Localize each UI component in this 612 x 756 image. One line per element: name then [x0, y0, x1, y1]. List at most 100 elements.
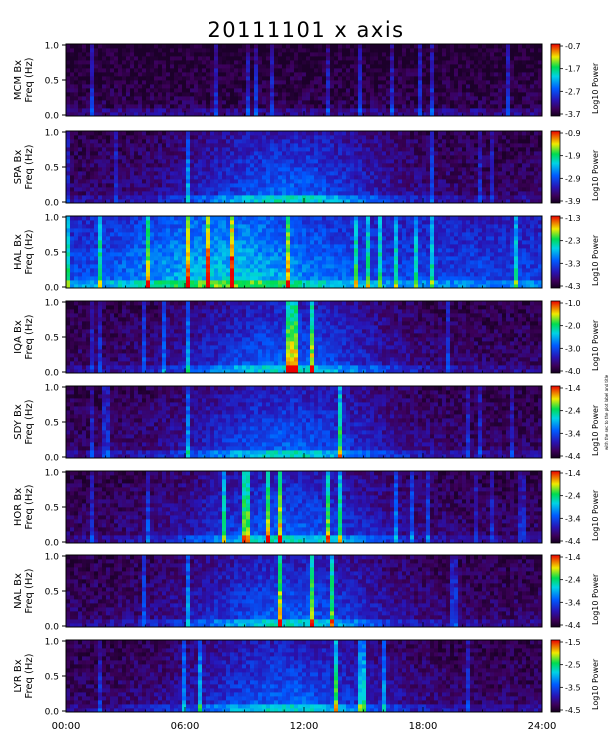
spectrogram-cell — [398, 88, 403, 93]
spectrogram-cell — [442, 139, 447, 144]
spectrogram-cell — [166, 96, 171, 101]
spectrogram-cell — [526, 112, 531, 117]
spectrogram-cell — [134, 104, 139, 109]
spectrogram-cell — [66, 260, 71, 265]
spectrogram-cell — [122, 240, 127, 245]
spectrogram-cell — [382, 44, 387, 49]
spectrogram-cell — [402, 56, 407, 61]
spectrogram-cell — [206, 112, 211, 117]
spectrogram-cell — [310, 72, 315, 77]
spectrogram-cell — [306, 151, 311, 156]
spectrogram-cell — [194, 175, 199, 180]
spectrogram-cell — [138, 224, 143, 229]
spectrogram-cell — [330, 191, 335, 196]
spectrogram-cell — [294, 155, 299, 160]
spectrogram-cell — [86, 256, 91, 261]
spectrogram-cell — [130, 151, 135, 156]
spectrogram-cell — [82, 151, 87, 156]
spectrogram-cell — [266, 151, 271, 156]
spectrogram-cell — [174, 112, 179, 117]
spectrogram-cell — [494, 143, 499, 148]
spectrogram-cell — [458, 64, 463, 69]
spectrogram-cell — [98, 72, 103, 77]
spectrogram-cell — [122, 155, 127, 160]
spectrogram-cell — [330, 68, 335, 73]
spectrogram-cell — [194, 84, 199, 89]
spectrogram-cell — [290, 52, 295, 57]
spectrogram-cell — [342, 48, 347, 53]
spectrogram-cell — [178, 280, 183, 285]
spectrogram-cell — [390, 60, 395, 65]
spectrogram-cell — [510, 96, 515, 101]
spectrogram-cell — [530, 183, 535, 188]
spectrogram-cell — [458, 143, 463, 148]
spectrogram-cell — [78, 108, 83, 113]
spectrogram-cell — [422, 187, 427, 192]
spectrogram-cell — [158, 143, 163, 148]
spectrogram-cell — [70, 256, 75, 261]
spectrogram-cell — [486, 167, 491, 172]
spectrogram-cell — [482, 167, 487, 172]
spectrogram-cell — [258, 80, 263, 85]
spectrogram-cell — [378, 56, 383, 61]
spectrogram-cell — [410, 80, 415, 85]
spectrogram-cell — [114, 276, 119, 281]
spectrogram-cell — [274, 44, 279, 49]
spectrogram-cell — [350, 68, 355, 73]
spectrogram-cell — [150, 256, 155, 261]
spectrogram-cell — [510, 80, 515, 85]
spectrogram-cell — [438, 64, 443, 69]
spectrogram-cell — [254, 167, 259, 172]
spectrogram-cell — [146, 260, 151, 265]
spectrogram-cell — [178, 260, 183, 265]
spectrogram-cell — [202, 284, 207, 289]
spectrogram-cell — [330, 135, 335, 140]
spectrogram-cell — [174, 155, 179, 160]
spectrogram-cell — [322, 191, 327, 196]
spectrogram-cell — [298, 80, 303, 85]
spectrogram-cell — [186, 100, 191, 105]
spectrogram-cell — [358, 84, 363, 89]
spectrogram-cell — [494, 68, 499, 73]
spectrogram-cell — [162, 236, 167, 241]
spectrogram-cell — [106, 220, 111, 225]
spectrogram-cell — [154, 183, 159, 188]
spectrogram-cell — [538, 143, 543, 148]
spectrogram-cell — [246, 104, 251, 109]
spectrogram-cell — [314, 92, 319, 97]
spectrogram-cell — [66, 175, 71, 180]
spectrogram-cell — [182, 179, 187, 184]
spectrogram-cell — [466, 88, 471, 93]
spectrogram-cell — [70, 224, 75, 229]
spectrogram-cell — [154, 80, 159, 85]
spectrogram-cell — [434, 48, 439, 53]
spectrogram-cell — [206, 80, 211, 85]
spectrogram-cell — [506, 159, 511, 164]
spectrogram-cell — [70, 131, 75, 136]
spectrogram-cell — [98, 187, 103, 192]
spectrogram-cell — [118, 199, 123, 204]
spectrogram-cell — [194, 151, 199, 156]
spectrogram-cell — [422, 112, 427, 117]
spectrogram-cell — [290, 195, 295, 200]
spectrogram-cell — [210, 52, 215, 57]
spectrogram-cell — [130, 199, 135, 204]
spectrogram-cell — [474, 175, 479, 180]
spectrogram-cell — [242, 92, 247, 97]
spectrogram-cell — [250, 195, 255, 200]
spectrogram-cell — [398, 104, 403, 109]
spectrogram-cell — [86, 159, 91, 164]
spectrogram-cell — [346, 60, 351, 65]
spectrogram-cell — [534, 108, 539, 113]
spectrogram-cell — [170, 179, 175, 184]
spectrogram-cell — [154, 268, 159, 273]
spectrogram-cell — [150, 224, 155, 229]
spectrogram-cell — [118, 151, 123, 156]
spectrogram-cell — [430, 56, 435, 61]
spectrogram-cell — [454, 199, 459, 204]
spectrogram-cell — [470, 175, 475, 180]
spectrogram-cell — [146, 44, 151, 49]
spectrogram-cell — [150, 268, 155, 273]
spectrogram-cell — [534, 76, 539, 81]
spectrogram-cell — [158, 187, 163, 192]
